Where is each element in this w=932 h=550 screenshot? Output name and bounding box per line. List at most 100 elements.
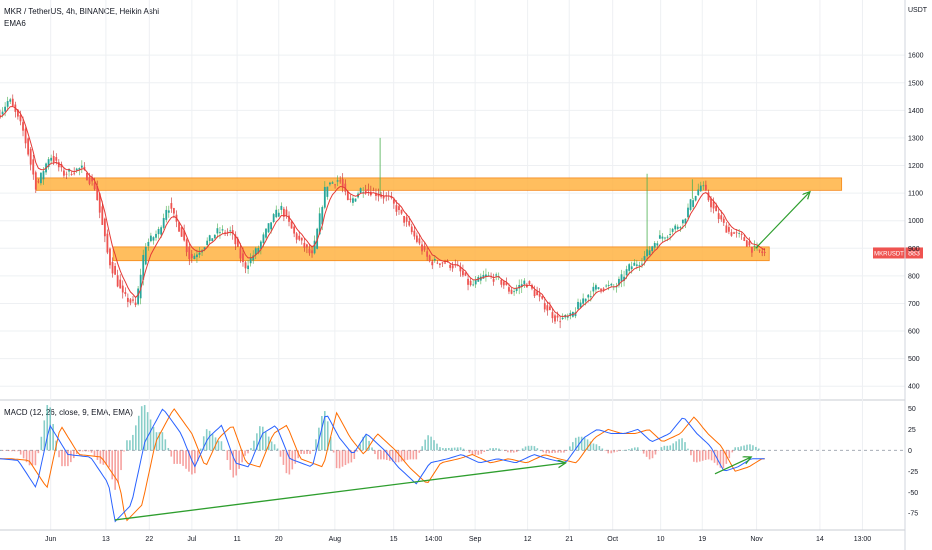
candle-body[interactable] <box>528 281 531 285</box>
candle-body[interactable] <box>400 209 403 214</box>
candle-body[interactable] <box>405 217 408 222</box>
candle-body[interactable] <box>93 182 96 190</box>
candle-body[interactable] <box>474 280 477 285</box>
candle-body[interactable] <box>717 213 720 220</box>
candle-body[interactable] <box>359 188 362 194</box>
candle-body[interactable] <box>254 248 257 255</box>
candle-body[interactable] <box>653 243 656 248</box>
support-resistance-zones[interactable] <box>35 177 843 262</box>
candle-body[interactable] <box>597 287 600 290</box>
candle-body[interactable] <box>722 218 725 223</box>
candle-body[interactable] <box>761 251 764 253</box>
candle-body[interactable] <box>349 198 352 200</box>
candle-body[interactable] <box>605 285 608 287</box>
candle-body[interactable] <box>513 291 515 293</box>
candle-body[interactable] <box>293 226 296 234</box>
candle-body[interactable] <box>80 165 83 168</box>
candle-body[interactable] <box>116 275 119 287</box>
candle-body[interactable] <box>311 250 313 254</box>
candle-body[interactable] <box>272 214 275 223</box>
candle-body[interactable] <box>712 201 715 209</box>
candle-body[interactable] <box>651 246 654 252</box>
candle-body[interactable] <box>57 162 60 168</box>
candle-body[interactable] <box>37 181 40 183</box>
candle-body[interactable] <box>584 298 587 302</box>
candle-body[interactable] <box>745 240 748 247</box>
candle-body[interactable] <box>735 232 738 234</box>
candle-body[interactable] <box>231 230 234 234</box>
candle-body[interactable] <box>610 283 613 286</box>
candle-body[interactable] <box>300 237 303 241</box>
candle-body[interactable] <box>244 262 247 269</box>
candle-body[interactable] <box>285 209 288 216</box>
candle-body[interactable] <box>658 235 661 239</box>
candle-body[interactable] <box>152 237 155 241</box>
candle-body[interactable] <box>147 241 150 247</box>
candle-body[interactable] <box>19 114 22 122</box>
candle-body[interactable] <box>221 229 224 231</box>
candle-body[interactable] <box>633 262 636 266</box>
candle-body[interactable] <box>748 241 751 246</box>
candle-body[interactable] <box>579 302 582 308</box>
candle-body[interactable] <box>467 278 469 285</box>
candle-body[interactable] <box>602 288 605 291</box>
candle-body[interactable] <box>63 170 65 176</box>
candle-body[interactable] <box>697 189 700 196</box>
candle-body[interactable] <box>661 236 664 239</box>
candle-body[interactable] <box>270 222 273 230</box>
candle-body[interactable] <box>482 274 485 279</box>
candle-body[interactable] <box>298 235 301 240</box>
candle-body[interactable] <box>418 238 421 244</box>
candle-body[interactable] <box>364 189 367 193</box>
candle-body[interactable] <box>738 233 741 234</box>
candle-body[interactable] <box>252 255 255 261</box>
projection-arrow[interactable] <box>755 192 810 249</box>
candle-body[interactable] <box>262 234 265 244</box>
candle-body[interactable] <box>715 205 718 212</box>
candle-body[interactable] <box>725 225 728 233</box>
candle-body[interactable] <box>551 312 554 319</box>
candle-body[interactable] <box>0 115 1 118</box>
candle-body[interactable] <box>196 254 198 258</box>
candle-body[interactable] <box>259 241 262 249</box>
candle-body[interactable] <box>1 111 4 115</box>
candle-body[interactable] <box>538 293 541 297</box>
candle-body[interactable] <box>124 292 127 294</box>
candle-body[interactable] <box>121 285 124 293</box>
candle-body[interactable] <box>50 157 53 161</box>
candle-body[interactable] <box>341 178 344 188</box>
candle-body[interactable] <box>635 264 638 266</box>
divergence-trendline[interactable] <box>714 457 751 475</box>
candle-body[interactable] <box>83 166 86 170</box>
candle-body[interactable] <box>213 234 216 239</box>
candle-body[interactable] <box>410 226 413 233</box>
candle-body[interactable] <box>55 157 58 161</box>
candle-body[interactable] <box>183 230 186 241</box>
candle-body[interactable] <box>641 263 643 265</box>
candle-body[interactable] <box>142 254 145 280</box>
candle-body[interactable] <box>308 248 311 254</box>
candle-body[interactable] <box>676 226 679 229</box>
candle-body[interactable] <box>699 185 702 192</box>
candle-body[interactable] <box>180 227 183 237</box>
candle-body[interactable] <box>620 274 623 282</box>
candle-body[interactable] <box>208 235 211 241</box>
candle-body[interactable] <box>40 172 42 184</box>
candle-body[interactable] <box>216 228 219 234</box>
candle-body[interactable] <box>423 245 426 250</box>
candle-body[interactable] <box>541 296 544 299</box>
candle-body[interactable] <box>88 176 91 184</box>
candle-body[interactable] <box>198 252 201 255</box>
candle-body[interactable] <box>144 247 147 265</box>
candle-body[interactable] <box>692 200 695 207</box>
candle-body[interactable] <box>730 232 733 236</box>
candle-body[interactable] <box>306 244 308 248</box>
candle-body[interactable] <box>398 206 400 210</box>
candle-body[interactable] <box>17 109 19 117</box>
candle-body[interactable] <box>290 221 293 229</box>
candle-body[interactable] <box>740 234 743 236</box>
candle-body[interactable] <box>9 99 12 102</box>
candle-body[interactable] <box>720 215 723 220</box>
candle-body[interactable] <box>628 264 631 271</box>
